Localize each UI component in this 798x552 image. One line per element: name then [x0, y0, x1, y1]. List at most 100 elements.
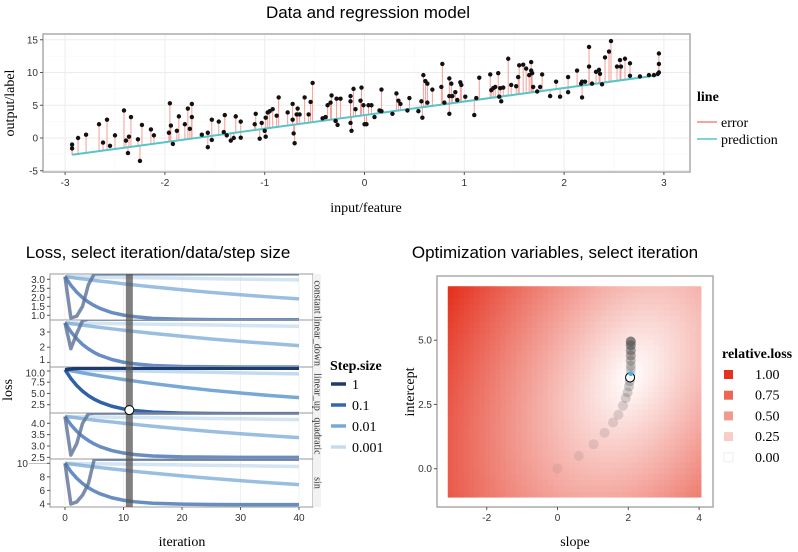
heatmap-cell [511, 338, 517, 346]
heatmap-cell [553, 444, 560, 451]
heatmap-cell [648, 473, 655, 481]
heatmap-cell [500, 461, 507, 469]
heatmap-cell [690, 397, 697, 404]
heatmap-cell [553, 426, 560, 434]
heatmap-cell [547, 368, 554, 375]
heatmap-cell [663, 374, 670, 381]
heatmap-cell [479, 479, 486, 486]
heatmap-cell [616, 350, 623, 358]
y-tick-label: 10 [17, 459, 29, 470]
heatmap-cell [690, 338, 697, 346]
heatmap-cell [547, 374, 554, 381]
heatmap-cell [574, 379, 581, 387]
data-point [586, 44, 592, 50]
facet-strip [313, 459, 321, 507]
heatmap-cell [500, 391, 507, 399]
data-point [291, 131, 296, 136]
heatmap-cell [495, 432, 502, 440]
heatmap-cell [584, 321, 591, 328]
heatmap-cell [605, 321, 612, 328]
heatmap-cell [463, 344, 470, 352]
heatmap-cell [516, 420, 523, 428]
heatmap-cell [453, 338, 459, 346]
heatmap-cell [621, 368, 628, 375]
heatmap-cell [532, 350, 539, 358]
heatmap-cell [637, 315, 644, 322]
heatmap-cell [511, 438, 517, 445]
heatmap-cell [484, 362, 491, 369]
regression-panel[interactable] [42, 33, 691, 173]
heatmap-cell [627, 420, 633, 428]
facet-lines [63, 413, 300, 459]
data-point [222, 112, 227, 118]
heatmap-cell [532, 327, 539, 334]
heatmap-cell [674, 432, 681, 440]
heatmap-cell [453, 461, 459, 469]
data-point [637, 74, 643, 79]
heatmap-cell [553, 338, 560, 346]
heatmap-cell [521, 432, 528, 440]
data-point [565, 74, 571, 80]
heatmap-cell [653, 315, 660, 322]
heatmap-cell [574, 461, 581, 469]
heatmap-cell [569, 455, 575, 463]
heatmap-cell [563, 397, 570, 404]
heatmap-cell [489, 374, 496, 381]
heatmap-cell [526, 426, 533, 434]
heatmap-cell [495, 338, 502, 346]
heatmap-cell [695, 344, 702, 352]
heatmap-cell [516, 333, 523, 340]
heatmap-cell [685, 391, 691, 399]
heatmap-cell [648, 362, 655, 369]
loss-line-step-0.1 [63, 462, 299, 507]
heatmap-cell [574, 397, 581, 404]
heatmap-cell [563, 438, 570, 445]
heatmap-cell [468, 292, 475, 299]
heatmap-cell [669, 344, 676, 352]
heatmap-cell [621, 391, 628, 399]
data-point [205, 130, 211, 135]
heatmap-cell [616, 467, 623, 475]
heatmap-cell [463, 356, 470, 363]
heatmap-cell [453, 297, 459, 305]
heatmap-cell [516, 350, 523, 358]
heatmap-cell [542, 420, 549, 428]
heatmap-cell [605, 426, 612, 434]
heatmap-cell [505, 479, 512, 486]
data-point [209, 137, 215, 143]
heatmap-cell [563, 374, 570, 381]
heatmap-cell [558, 485, 565, 492]
heatmap-cell [505, 397, 512, 404]
heatmap-cell [690, 356, 697, 363]
heatmap-cell [648, 327, 655, 334]
data-point [530, 84, 536, 90]
facet-strip [313, 413, 321, 459]
heatmap-cell [547, 467, 554, 475]
heatmap-cell [463, 473, 470, 481]
heatmap-cell [674, 426, 681, 434]
heatmap-cell [579, 297, 586, 305]
heatmap-cell [569, 315, 575, 322]
heatmap-cell [463, 467, 470, 475]
heatmap-cell [642, 292, 649, 299]
heatmap-cell [590, 297, 597, 305]
heatmap-cell [558, 479, 565, 486]
heatmap-cell [489, 315, 496, 322]
heatmap-cell [447, 385, 454, 393]
heatmap-cell [595, 420, 602, 428]
heatmap-cell [563, 333, 570, 340]
heatmap-cell [516, 309, 523, 317]
heatmap-cell [532, 344, 539, 352]
heatmap-cell [648, 415, 655, 422]
heatmap-cell [468, 444, 475, 451]
heatmap-cell [653, 333, 660, 340]
heatmap-cell [616, 333, 623, 340]
heatmap-cell [569, 350, 575, 358]
heatmap-cell [521, 455, 528, 463]
heatmap-cell [595, 403, 602, 410]
heatmap-cell [558, 344, 565, 352]
heatmap-cell [558, 385, 565, 393]
heatmap-cell [489, 403, 496, 410]
heatmap-cell [695, 362, 702, 369]
data-point [189, 101, 195, 107]
